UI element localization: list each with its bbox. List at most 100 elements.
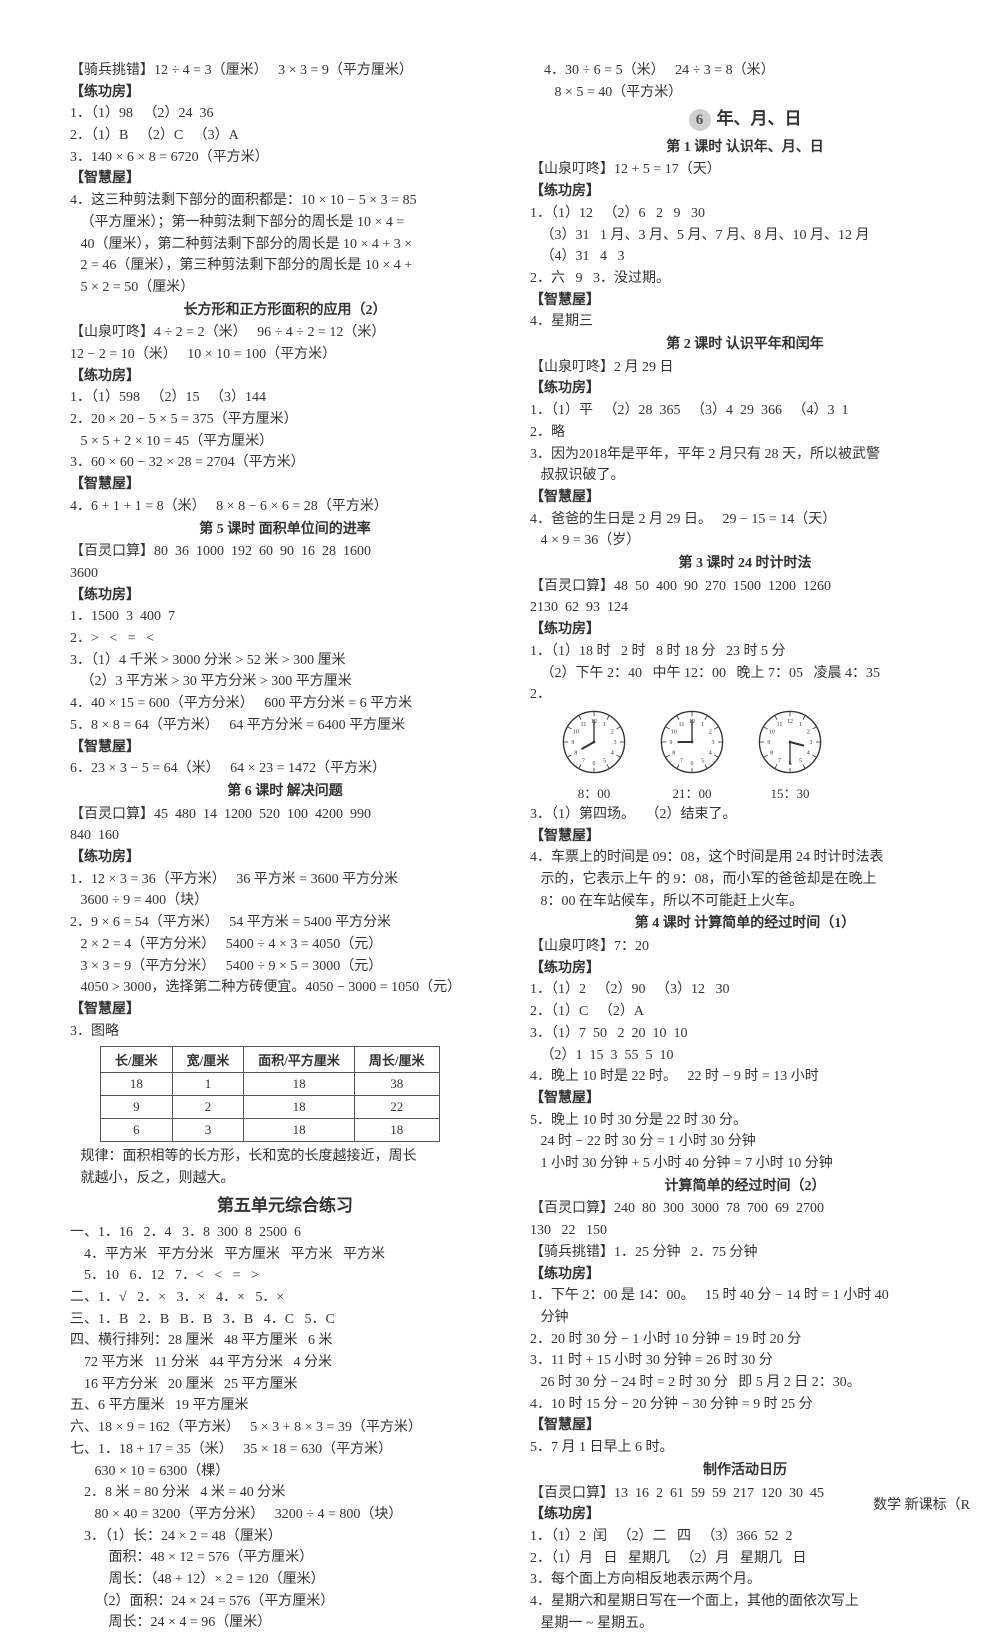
text-line: 5．晚上 10 时 30 分是 22 时 30 分。 [530,1110,960,1132]
svg-text:4: 4 [611,750,614,756]
text-line: 【百灵口算】48 50 400 90 270 1500 1200 1260 [530,576,960,598]
section-label: 【练功房】 [70,366,500,388]
text-line: 1．（1）598 （2）15 （3）144 [70,387,500,409]
text-line: 72 平方米 11 分米 44 平方分米 4 分米 [70,1352,500,1374]
table-cell: 18 [244,1073,355,1096]
text-line: 2．9 × 6 = 54（平方米） 54 平方米 = 5400 平方分米 [70,912,500,934]
right-column: 4．30 ÷ 6 = 5（米） 24 ÷ 3 = 8（米） 8 × 5 = 40… [530,60,960,1634]
svg-text:5: 5 [603,758,606,764]
text-line: 2．略 [530,422,960,444]
page: 【骑兵挑错】12 ÷ 4 = 3（厘米） 3 × 3 = 9（平方厘米） 【练功… [70,60,960,1634]
svg-text:4: 4 [807,750,810,756]
text-line: 3．60 × 60 − 32 × 28 = 2704（平方米） [70,452,500,474]
text-line: 3600 ÷ 9 = 400（块） [70,890,500,912]
svg-text:7: 7 [778,758,781,764]
text-line: 2．8 米 = 80 分米 4 米 = 40 分米 [70,1482,500,1504]
text-line: 【骑兵挑错】12 ÷ 4 = 3（厘米） 3 × 3 = 9（平方厘米） [70,60,500,82]
section-label: 【智慧屋】 [530,1415,960,1437]
text-line: 4050 > 3000，选择第二种方砖便宜。4050 − 3000 = 1050… [70,977,500,999]
heading: 第 4 课时 计算简单的经过时间（1） [530,912,960,936]
heading: 第 3 课时 24 时计时法 [530,552,960,576]
text-line: 周长：24 × 4 = 96（厘米） [70,1612,500,1634]
text-line: 4．车票上的时间是 09：08，这个时间是用 24 时计时法表 [530,847,960,869]
svg-text:5: 5 [799,758,802,764]
text-line: 4．这三种剪法剩下部分的面积都是：10 × 10 − 5 × 3 = 85 [70,190,500,212]
table-header: 宽/厘米 [172,1047,244,1073]
table-header: 长/厘米 [101,1047,173,1073]
section-label: 【练功房】 [530,619,960,641]
text-line: 2．（1）C （2）A [530,1001,960,1023]
table-cell: 3 [172,1119,244,1142]
section-label: 【智慧屋】 [70,474,500,496]
svg-text:12: 12 [787,719,793,725]
heading: 第 2 课时 认识平年和闰年 [530,333,960,357]
text-line: 【百灵口算】80 36 1000 192 60 90 16 28 1600 [70,541,500,563]
section-label: 【智慧屋】 [70,168,500,190]
text-line: 4．晚上 10 时是 22 时。 22 时 − 9 时 = 13 小时 [530,1066,960,1088]
clock-item: 123456789101112 15：30 [756,708,824,802]
svg-text:9: 9 [669,740,672,746]
table-cell: 18 [101,1073,173,1096]
text-line: 规律：面积相等的长方形，长和宽的长度越接近，周长 [70,1146,500,1168]
text-line: （2）1 15 3 55 5 10 [530,1045,960,1067]
text-line: 1．（1）2 闰 （2）二 四 （3）366 52 2 [530,1526,960,1548]
text-line: 2 × 2 = 4（平方分米） 5400 ÷ 4 × 3 = 4050（元） [70,934,500,956]
clocks-row: 123456789101112 8：00 123456789101112 21：… [560,708,960,802]
text-line: 6．23 × 3 − 5 = 64（米） 64 × 23 = 1472（平方米） [70,758,500,780]
text-line: 3．11 时 + 15 小时 30 分钟 = 26 时 30 分 [530,1350,960,1372]
text-line: 4．平方米 平方分米 平方厘米 平方米 平方米 [70,1244,500,1266]
heading: 制作活动日历 [530,1459,960,1483]
text-line: 5 × 5 + 2 × 10 = 45（平方厘米） [70,431,500,453]
text-line: 1．下午 2：00 是 14：00。 15 时 40 分 − 14 时 = 1 … [530,1285,960,1307]
text-line: 2．六 9 3．没过期。 [530,268,960,290]
section-label: 【智慧屋】 [530,826,960,848]
svg-text:8: 8 [574,750,577,756]
clock-label: 8：00 [560,783,628,802]
text-line: 1．（1）12 （2）6 2 9 30 [530,203,960,225]
svg-text:2: 2 [611,729,614,735]
text-line: 24 时 − 22 时 30 分 = 1 小时 30 分钟 [530,1131,960,1153]
table-cell: 22 [354,1096,439,1119]
text-line: 叔叔识破了。 [530,465,960,487]
svg-text:2: 2 [709,729,712,735]
text-line: 630 × 10 = 6300（棵） [70,1461,500,1483]
table-row: 18 1 18 38 [101,1073,440,1096]
text-line: 4．30 ÷ 6 = 5（米） 24 ÷ 3 = 8（米） [530,60,960,82]
svg-text:8: 8 [770,750,773,756]
text-line: 示的，它表示上午 的 9：08，而小军的爸爸却是在晚上 [530,869,960,891]
text-line: 【骑兵挑错】1．25 分钟 2．75 分钟 [530,1242,960,1264]
svg-text:9: 9 [767,740,770,746]
section-label: 【智慧屋】 [530,487,960,509]
unit-number-icon: 6 [689,109,711,131]
text-line: 4．爸爸的生日是 2 月 29 日。 29 − 15 = 14（天） [530,509,960,531]
text-line: 星期一 ~ 星期五。 [530,1613,960,1634]
text-line: 五、6 平方厘米 19 平方厘米 [70,1395,500,1417]
clock-item: 123456789101112 21：00 [658,708,726,802]
text-line: 16 平方分米 20 厘米 25 平方厘米 [70,1374,500,1396]
table-header: 周长/厘米 [354,1047,439,1073]
text-line: 4．6 + 1 + 1 = 8（米） 8 × 8 − 6 × 6 = 28（平方… [70,496,500,518]
table-cell: 2 [172,1096,244,1119]
clock-label: 21：00 [658,783,726,802]
svg-text:5: 5 [701,758,704,764]
text-line: 5．7 月 1 日早上 6 时。 [530,1437,960,1459]
text-line: 26 时 30 分 − 24 时 = 2 时 30 分 即 5 月 2 日 2：… [530,1372,960,1394]
clock-icon: 123456789101112 [560,708,628,776]
text-line: 2．（1）B （2）C （3）A [70,125,500,147]
text-line: 130 22 150 [530,1220,960,1242]
text-line: 2． [530,684,960,706]
text-line: 2．> < = < [70,628,500,650]
text-line: 3 × 3 = 9（平方分米） 5400 ÷ 9 × 5 = 3000（元） [70,956,500,978]
section-label: 【练功房】 [70,585,500,607]
text-line: 2．（1）月 日 星期几 （2）月 星期几 日 [530,1548,960,1570]
section-label: 【智慧屋】 [70,999,500,1021]
text-line: 【百灵口算】240 80 300 3000 78 700 69 2700 [530,1198,960,1220]
table-row: 9 2 18 22 [101,1096,440,1119]
text-line: 8：00 在车站候车，所以不可能赶上火车。 [530,891,960,913]
text-line: 4．10 时 15 分 − 20 分钟 − 30 分钟 = 9 时 25 分 [530,1394,960,1416]
clock-label: 15：30 [756,783,824,802]
text-line: 5．10 6．12 7．< < = > [70,1265,500,1287]
heading: 第 6 课时 解决问题 [70,780,500,804]
svg-text:1: 1 [603,722,606,728]
svg-text:10: 10 [671,729,677,735]
